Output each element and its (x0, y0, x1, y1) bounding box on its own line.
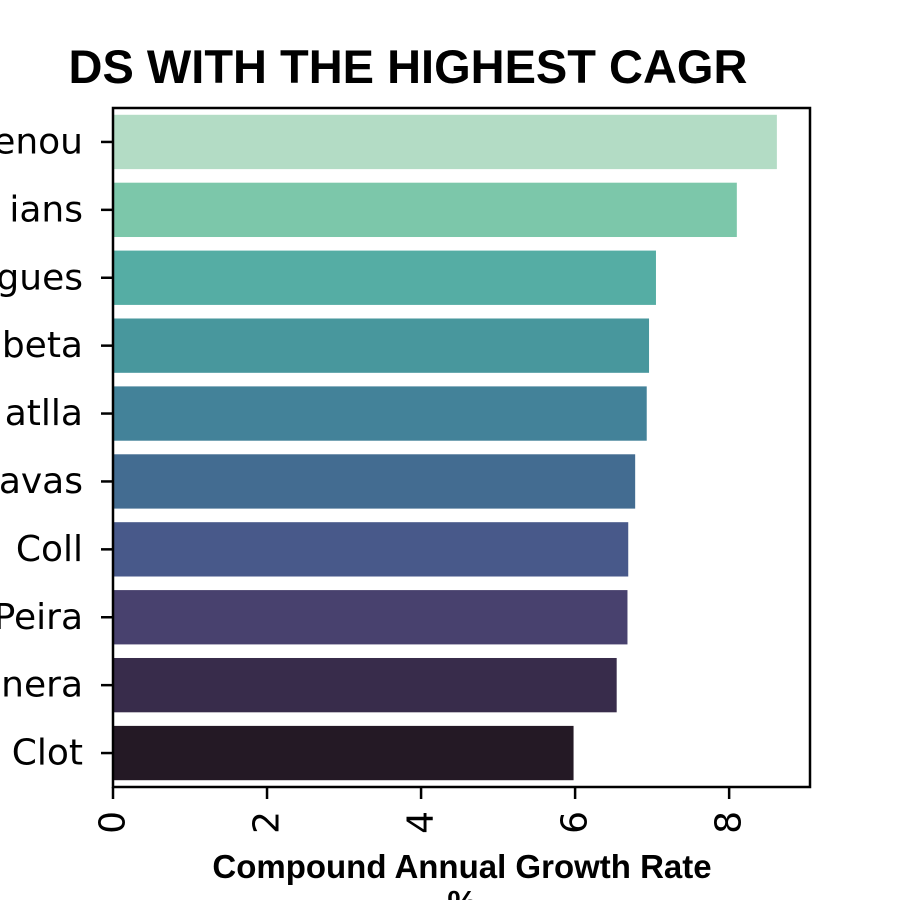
x-axis-unit: % (447, 884, 476, 900)
chart-title: DS WITH THE HIGHEST CAGR (69, 40, 748, 93)
bar (113, 386, 647, 441)
x-axis-ticks: 0 2 4 6 8 (93, 787, 750, 834)
y-tick-label: Clot (12, 733, 83, 774)
plot-frame (111, 106, 812, 789)
bars-group (113, 114, 777, 781)
y-tick-label: avas (0, 461, 83, 502)
x-tick-label: 2 (247, 811, 288, 834)
y-tick-label: Coll (16, 529, 83, 570)
y-tick-label: atlla (5, 393, 83, 434)
bar (113, 318, 650, 373)
x-tick-label: 8 (709, 811, 750, 834)
x-tick-label: 4 (401, 811, 442, 834)
y-tick-label: nera (1, 665, 83, 706)
bar (113, 114, 777, 170)
y-tick-label: beta (2, 325, 83, 366)
x-tick-label: 0 (93, 811, 134, 834)
bar (113, 725, 574, 781)
bar (113, 250, 656, 305)
y-axis-ticks: enou ians gues beta atlla avas Coll Peira nera Cl… (0, 121, 113, 774)
bar (113, 657, 617, 713)
bar (113, 590, 628, 645)
y-tick-label: gues (0, 257, 83, 298)
y-tick-label: Peira (0, 597, 83, 638)
x-tick-label: 6 (555, 811, 596, 834)
x-axis-label: Compound Annual Growth Rate (212, 848, 711, 885)
bar (113, 454, 636, 509)
bar (113, 522, 629, 577)
y-tick-label: enou (0, 121, 83, 162)
bar (113, 182, 737, 238)
y-tick-label: ians (9, 189, 83, 230)
